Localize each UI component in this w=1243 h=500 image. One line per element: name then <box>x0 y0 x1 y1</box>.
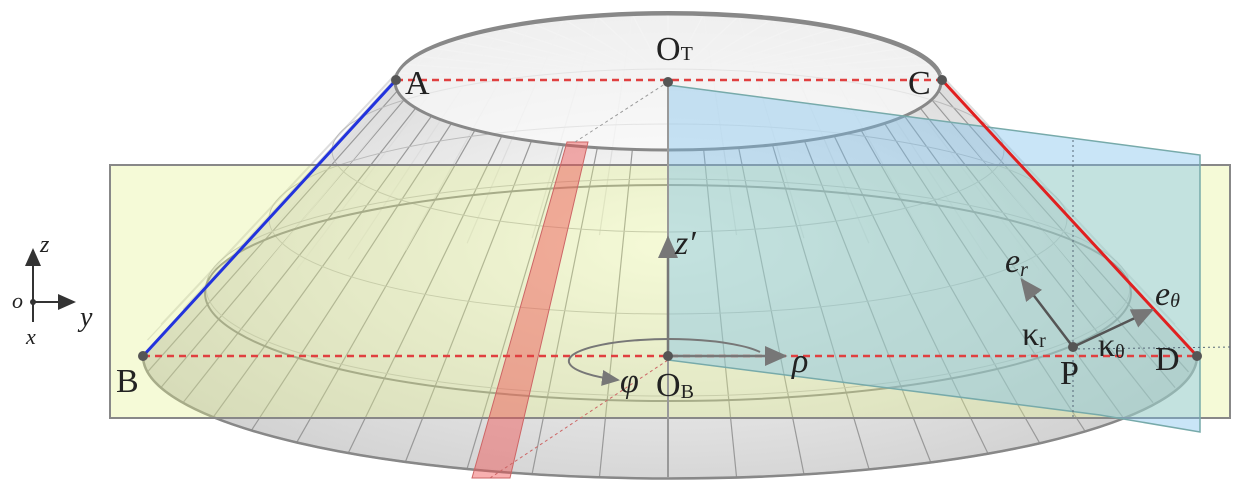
point <box>663 351 673 361</box>
label-a: A <box>405 65 430 102</box>
label-kappa-r: κr <box>1022 316 1046 353</box>
guide <box>1072 346 1231 350</box>
label-ot: OT <box>656 31 693 68</box>
point <box>937 75 947 85</box>
e-theta-arrow <box>1072 308 1155 349</box>
guide <box>574 81 669 143</box>
axis-o: o <box>12 288 23 313</box>
bottom-ellipse <box>141 355 1199 480</box>
label-rho: ρ <box>791 343 808 380</box>
label-c: C <box>908 65 931 102</box>
phi-arrow <box>567 338 761 386</box>
label-b: B <box>116 363 139 400</box>
point <box>391 75 401 85</box>
e-r-arrow <box>1020 278 1074 348</box>
label-ob: OB <box>656 367 694 404</box>
label-phi: φ <box>620 363 639 400</box>
axis-z: z <box>39 232 50 258</box>
axis-x: x <box>25 324 36 349</box>
label-kappa-theta: κθ <box>1098 327 1125 364</box>
generatrix-ab <box>141 78 398 358</box>
generatrix-cd <box>940 78 1199 358</box>
axis-y: y <box>77 302 93 333</box>
point <box>663 77 673 87</box>
points <box>138 75 1202 361</box>
strip <box>471 141 589 479</box>
label-e-theta: eθ <box>1155 276 1180 313</box>
label-p: P <box>1060 355 1079 392</box>
label-d: D <box>1155 341 1180 378</box>
origin <box>30 299 36 305</box>
tangent-plane <box>109 164 1231 419</box>
point <box>138 351 148 361</box>
label-z-prime: z′ <box>674 225 696 262</box>
point <box>1192 351 1202 361</box>
label-e-r: er <box>1005 243 1028 281</box>
point <box>1068 342 1078 352</box>
